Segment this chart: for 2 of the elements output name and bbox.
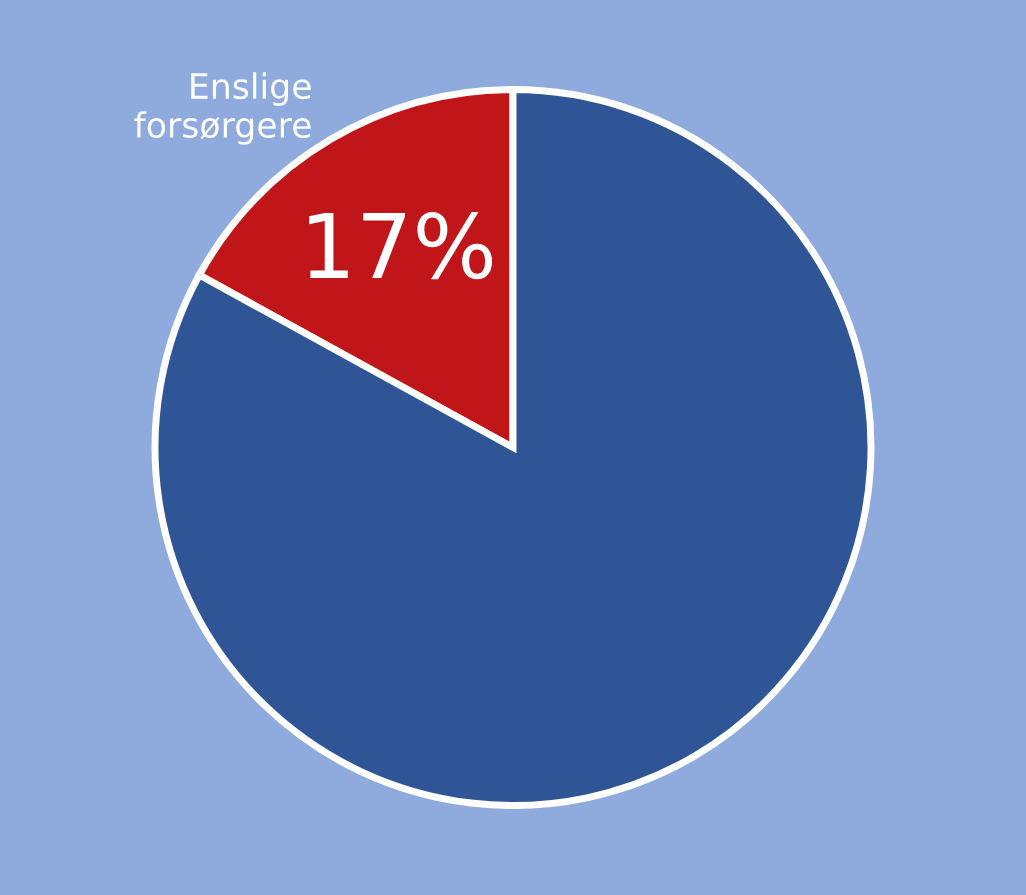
slice-label: Enslige forsørgere [134,72,311,145]
data-label: 17% [309,211,493,280]
